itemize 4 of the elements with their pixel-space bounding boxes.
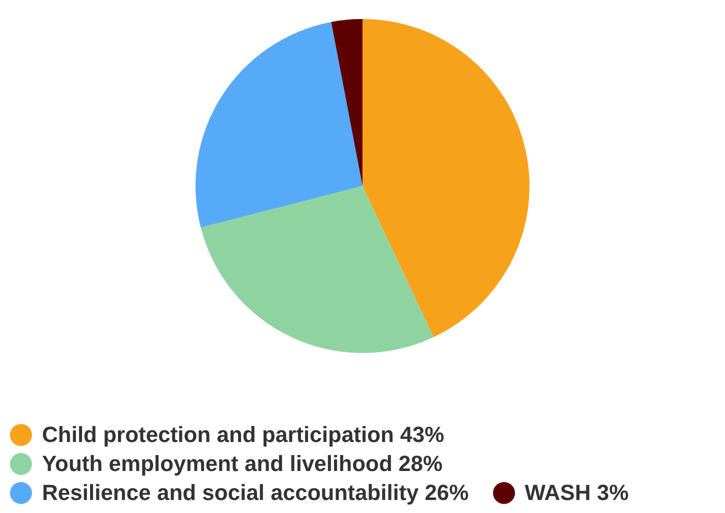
legend-label: Resilience and social accountability 26% xyxy=(42,479,469,507)
legend-label: Child protection and participation 43% xyxy=(42,421,444,449)
legend-label: WASH 3% xyxy=(524,479,629,507)
legend-label: Youth employment and livelihood 28% xyxy=(42,450,443,478)
